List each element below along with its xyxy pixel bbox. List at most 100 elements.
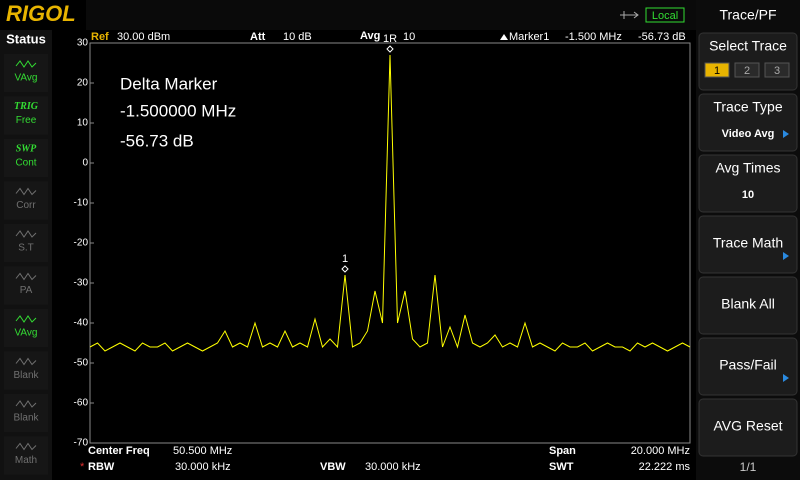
status-item-label: Corr	[16, 200, 36, 211]
y-tick-label: 0	[82, 158, 88, 169]
marker-label: 1	[342, 253, 348, 265]
status-item	[4, 139, 48, 177]
center: 50.500 MHz	[173, 445, 232, 457]
marker-level: -56.73 dB	[638, 31, 686, 43]
y-tick-label: -30	[74, 278, 89, 289]
logo: RIGOL	[6, 1, 76, 26]
marker-label: 1R	[383, 33, 397, 45]
status-item-label: PA	[20, 285, 33, 296]
status-item-label: Free	[16, 115, 37, 126]
menu-label: Trace Math	[713, 235, 783, 251]
status-item-top: SWP	[16, 143, 37, 154]
annotation-level: -56.73 dB	[120, 131, 194, 150]
y-tick-label: 10	[77, 118, 89, 129]
usb-icon	[620, 11, 639, 19]
menu-button[interactable]	[698, 398, 798, 457]
rbw: 30.000 kHz	[175, 461, 231, 473]
rbw-star: *	[80, 461, 85, 473]
status-item	[4, 436, 48, 475]
status-icon	[15, 60, 37, 68]
ref-label: Ref	[91, 31, 109, 43]
top-bar	[86, 0, 696, 30]
trace-option-label: 2	[744, 65, 750, 77]
y-tick-label: -10	[74, 198, 89, 209]
menu-arrow	[783, 374, 789, 382]
trace-option[interactable]	[704, 62, 730, 78]
menu-button[interactable]	[698, 215, 798, 274]
status-item	[4, 54, 48, 92]
span-label: Span	[549, 445, 576, 457]
status-icon	[15, 230, 37, 238]
menu-label: Blank All	[721, 296, 775, 312]
swt-label: SWT	[549, 461, 574, 473]
center-label: Center Freq	[88, 445, 150, 457]
trace	[89, 54, 691, 352]
avg: 10	[403, 31, 415, 43]
status-item-label: Cont	[15, 158, 36, 169]
menu-value: 10	[742, 189, 754, 201]
status-icon	[15, 315, 37, 323]
status-item-label: S.T	[18, 243, 34, 254]
status-item-label: Blank	[13, 370, 39, 381]
swt: 22.222 ms	[639, 461, 691, 473]
menu-button[interactable]	[698, 276, 798, 335]
menu-button[interactable]	[698, 337, 798, 396]
menu-label: Avg Times	[715, 160, 780, 176]
y-tick-label: -60	[74, 398, 89, 409]
rbw-label: RBW	[88, 461, 115, 473]
logo-box	[0, 0, 86, 30]
status: Local	[652, 10, 678, 22]
status-item-top: TRIG	[14, 101, 39, 112]
y-tick-label: -20	[74, 238, 89, 249]
annotation-freq: -1.500000 MHz	[120, 101, 236, 120]
y-tick-label: -70	[74, 438, 89, 449]
vbw-label: VBW	[320, 461, 346, 473]
menu-label: Pass/Fail	[719, 357, 777, 373]
menu-label: Trace Type	[713, 99, 782, 115]
annotation-title: Delta Marker	[120, 74, 218, 93]
y-tick-label: -40	[74, 318, 89, 329]
status-item-label: Blank	[13, 413, 39, 424]
menu-value: Video Avg	[722, 128, 775, 140]
status-icon	[15, 400, 37, 408]
status-icon	[15, 272, 37, 281]
menu-button[interactable]	[698, 154, 798, 213]
vbw: 30.000 kHz	[365, 461, 421, 473]
trace-option-label: 3	[774, 65, 780, 77]
marker-freq: -1.500 MHz	[565, 31, 622, 43]
y-tick-label: 30	[77, 38, 89, 49]
menu-arrow	[783, 252, 789, 260]
trace-option[interactable]	[764, 62, 790, 78]
trace-option-label: 1	[714, 65, 720, 77]
status-item	[4, 224, 48, 262]
status-item	[4, 266, 48, 305]
marker	[341, 265, 349, 273]
menu-button[interactable]	[698, 93, 798, 152]
sidebar-title: Status	[6, 31, 46, 46]
y-tick-label: 20	[77, 78, 89, 89]
status-item-label: VAvg	[15, 328, 38, 339]
menu-arrow	[783, 130, 789, 138]
menu-label: Select Trace	[709, 38, 787, 54]
status-item	[4, 181, 48, 220]
delta-icon	[500, 34, 508, 40]
status-item	[4, 394, 48, 432]
status-item	[4, 96, 48, 135]
menu-label: AVG Reset	[714, 418, 783, 434]
att-label: Att	[250, 31, 266, 43]
y-tick-label: -50	[74, 358, 89, 369]
marker-label: Marker1	[509, 31, 549, 43]
status-item	[4, 309, 48, 347]
status-item-label: VAvg	[15, 73, 38, 84]
menu-page: 1/1	[740, 460, 757, 474]
avg-label: Avg	[360, 30, 380, 42]
status-item-label: Math	[15, 455, 37, 466]
status-icon	[15, 357, 37, 366]
ref: 30.00 dBm	[117, 31, 170, 43]
att: 10 dB	[283, 31, 312, 43]
status-icon	[15, 187, 37, 196]
trace-option[interactable]	[734, 62, 760, 78]
menu-title: Trace/PF	[719, 7, 776, 23]
